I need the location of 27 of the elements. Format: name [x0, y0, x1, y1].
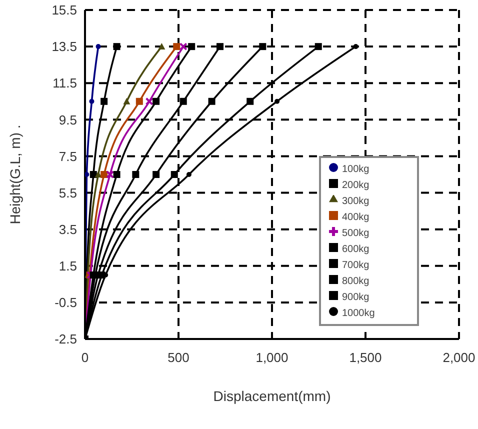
- legend-label: 400kg: [342, 212, 370, 223]
- x-axis-title: Displacement(mm): [213, 388, 331, 404]
- legend-label: 900kg: [342, 292, 370, 303]
- legend-label: 100kg: [342, 164, 370, 175]
- legend-label: 200kg: [342, 180, 370, 191]
- x-tick-label: 500: [168, 350, 190, 366]
- legend-label: 700kg: [342, 260, 370, 271]
- y-tick-label: -2.5: [54, 332, 77, 347]
- y-tick-label: 7.5: [58, 148, 77, 164]
- y-axis-title: Height(G.L, m) .: [6, 124, 23, 224]
- y-tick-label: 13.5: [52, 39, 77, 54]
- y-tick-label: -0.5: [54, 295, 77, 310]
- legend-label: 800kg: [342, 276, 370, 287]
- x-tick-label: 1,000: [256, 350, 288, 366]
- y-tick-label: 1.5: [58, 258, 77, 274]
- y-tick-label: 15.5: [52, 2, 77, 18]
- x-tick-label: 1,500: [349, 350, 382, 366]
- legend-label: 300kg: [342, 196, 370, 207]
- legend-label: 1000kg: [342, 308, 375, 319]
- legend-label: 500kg: [342, 228, 370, 239]
- x-tick-label: 2,000: [442, 350, 476, 366]
- y-tick-label: 5.5: [58, 185, 77, 200]
- y-tick-label: 11.5: [52, 76, 77, 91]
- y-tick-label: 3.5: [58, 222, 77, 237]
- x-tick-label: 0: [81, 350, 89, 366]
- legend-label: 600kg: [342, 244, 370, 255]
- y-tick-label: 9.5: [58, 112, 77, 128]
